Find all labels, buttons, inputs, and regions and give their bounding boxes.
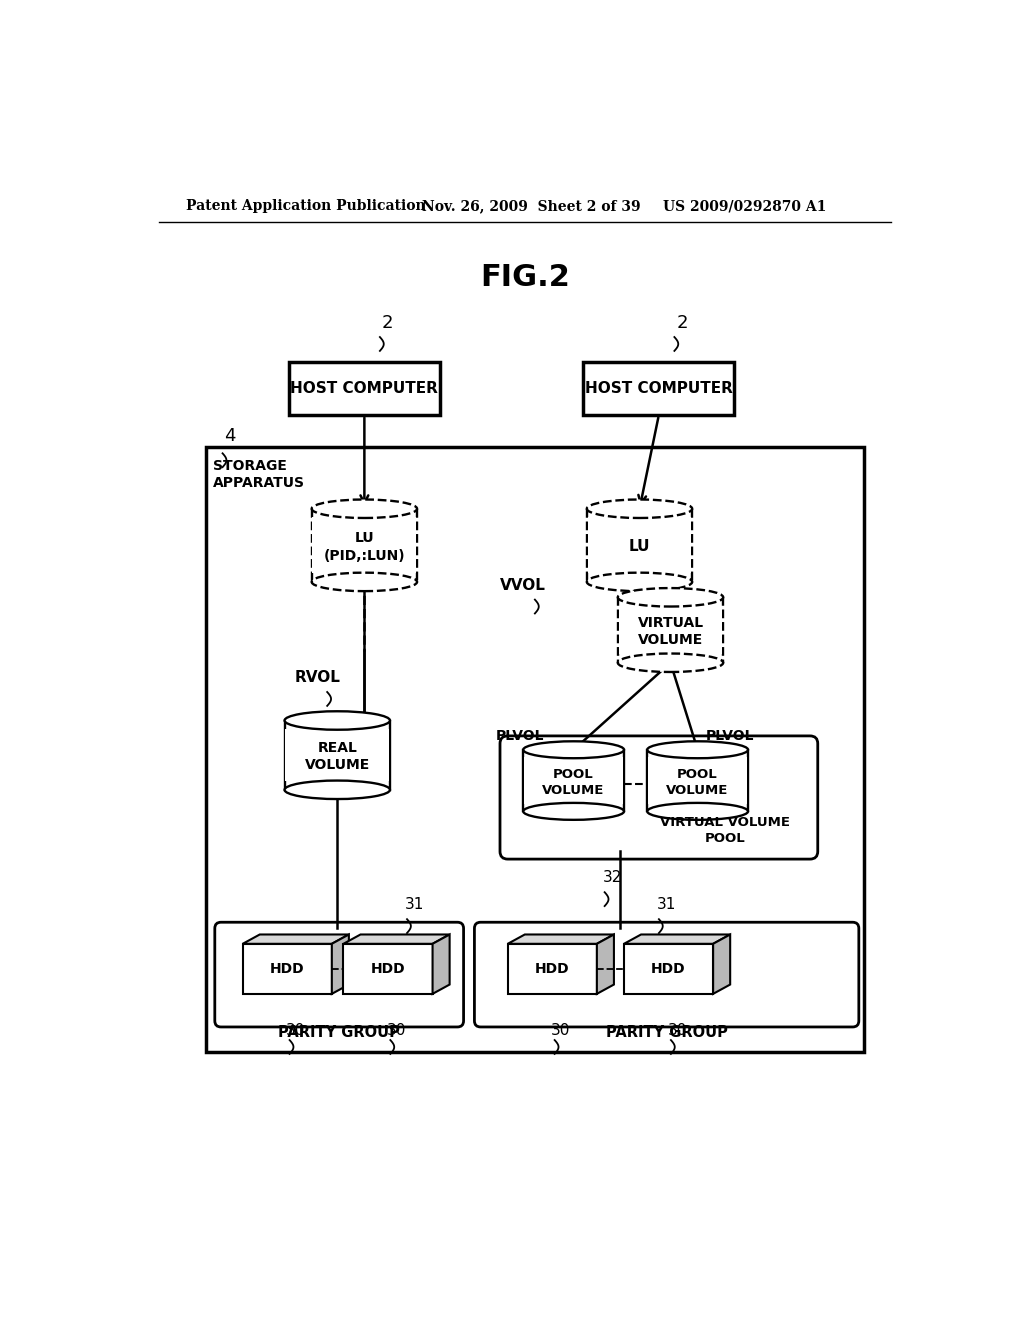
Ellipse shape xyxy=(311,573,417,591)
Text: RVOL: RVOL xyxy=(295,671,341,685)
Polygon shape xyxy=(243,935,349,944)
Text: 2: 2 xyxy=(382,314,393,331)
Ellipse shape xyxy=(285,711,390,730)
Text: HOST COMPUTER: HOST COMPUTER xyxy=(291,381,438,396)
Polygon shape xyxy=(243,944,332,994)
Text: Nov. 26, 2009  Sheet 2 of 39: Nov. 26, 2009 Sheet 2 of 39 xyxy=(423,199,641,213)
Text: 30: 30 xyxy=(668,1023,687,1038)
Ellipse shape xyxy=(587,573,692,591)
Text: HDD: HDD xyxy=(270,962,304,975)
Ellipse shape xyxy=(647,742,748,758)
Text: Patent Application Publication: Patent Application Publication xyxy=(186,199,426,213)
Ellipse shape xyxy=(647,803,748,820)
Text: 4: 4 xyxy=(224,426,237,445)
Bar xyxy=(618,606,722,655)
FancyBboxPatch shape xyxy=(215,923,464,1027)
Text: 30: 30 xyxy=(551,1023,570,1038)
Text: PARITY GROUP: PARITY GROUP xyxy=(605,1024,728,1040)
Polygon shape xyxy=(343,944,432,994)
FancyBboxPatch shape xyxy=(474,923,859,1027)
Text: PLVOL: PLVOL xyxy=(706,729,754,743)
Text: PARITY GROUP: PARITY GROUP xyxy=(279,1024,400,1040)
Text: US 2009/0292870 A1: US 2009/0292870 A1 xyxy=(663,199,826,213)
Bar xyxy=(617,597,723,663)
Ellipse shape xyxy=(587,499,692,517)
Text: HDD: HDD xyxy=(371,962,406,975)
Bar xyxy=(524,758,624,804)
Ellipse shape xyxy=(285,780,390,799)
Bar xyxy=(286,729,389,781)
Bar xyxy=(588,517,691,573)
Text: LU: LU xyxy=(629,540,650,554)
Text: LU
(PID,:LUN): LU (PID,:LUN) xyxy=(324,531,406,562)
Bar xyxy=(285,721,390,789)
Text: VIRTUAL
VOLUME: VIRTUAL VOLUME xyxy=(637,616,703,647)
Bar xyxy=(584,363,734,414)
Ellipse shape xyxy=(523,803,624,820)
Bar xyxy=(587,508,692,582)
Polygon shape xyxy=(343,935,450,944)
Bar xyxy=(311,508,417,582)
Polygon shape xyxy=(432,935,450,994)
Text: 30: 30 xyxy=(286,1023,305,1038)
Ellipse shape xyxy=(311,499,417,517)
Text: VVOL: VVOL xyxy=(500,578,546,593)
Polygon shape xyxy=(508,935,614,944)
Text: 2: 2 xyxy=(677,314,688,331)
Text: POOL
VOLUME: POOL VOLUME xyxy=(543,768,605,796)
Ellipse shape xyxy=(617,653,723,672)
FancyBboxPatch shape xyxy=(500,737,818,859)
Bar xyxy=(523,750,624,812)
Text: 30: 30 xyxy=(387,1023,407,1038)
Text: PLVOL: PLVOL xyxy=(496,729,545,743)
Text: 31: 31 xyxy=(657,898,676,912)
Bar xyxy=(206,447,864,1052)
Text: HDD: HDD xyxy=(651,962,686,975)
Bar xyxy=(289,363,440,414)
Bar xyxy=(647,750,748,812)
Text: 31: 31 xyxy=(406,898,424,912)
Text: FIG.2: FIG.2 xyxy=(480,263,569,292)
Text: HDD: HDD xyxy=(535,962,569,975)
Text: STORAGE
APPARATUS: STORAGE APPARATUS xyxy=(213,459,305,490)
Bar xyxy=(648,758,748,804)
Text: VIRTUAL VOLUME
POOL: VIRTUAL VOLUME POOL xyxy=(659,816,790,845)
Polygon shape xyxy=(624,944,713,994)
Text: 32: 32 xyxy=(603,870,622,886)
Polygon shape xyxy=(713,935,730,994)
Text: POOL
VOLUME: POOL VOLUME xyxy=(667,768,729,796)
Polygon shape xyxy=(624,935,730,944)
Polygon shape xyxy=(597,935,614,994)
Text: HOST COMPUTER: HOST COMPUTER xyxy=(585,381,733,396)
Ellipse shape xyxy=(523,742,624,758)
Ellipse shape xyxy=(617,589,723,607)
Polygon shape xyxy=(508,944,597,994)
Text: REAL
VOLUME: REAL VOLUME xyxy=(304,741,370,772)
Bar xyxy=(312,517,417,573)
Polygon shape xyxy=(332,935,349,994)
